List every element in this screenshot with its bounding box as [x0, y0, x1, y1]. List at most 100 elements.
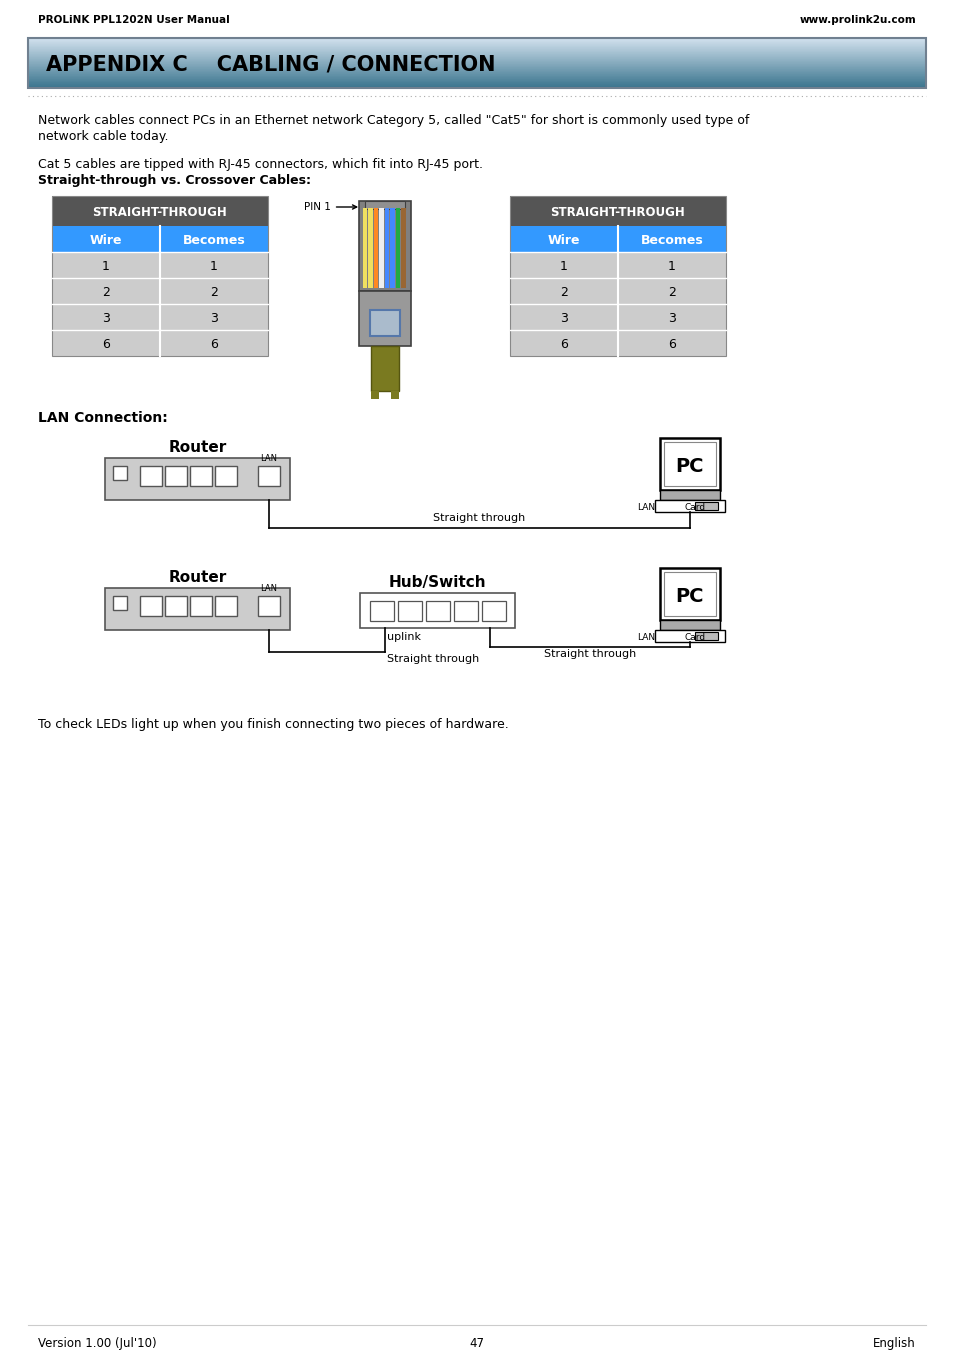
- Bar: [214, 466, 236, 486]
- Bar: [105, 588, 290, 630]
- Bar: [358, 290, 411, 346]
- Bar: [618, 226, 725, 253]
- Text: LAN: LAN: [637, 503, 655, 512]
- Bar: [52, 330, 160, 357]
- Bar: [214, 596, 236, 616]
- Bar: [112, 596, 127, 611]
- Bar: [385, 208, 389, 288]
- Bar: [695, 632, 718, 640]
- Bar: [655, 500, 724, 512]
- Text: APPENDIX C    CABLING / CONNECTION: APPENDIX C CABLING / CONNECTION: [46, 55, 495, 76]
- Bar: [659, 620, 720, 630]
- Text: PROLiNK PPL1202N User Manual: PROLiNK PPL1202N User Manual: [38, 15, 230, 26]
- Text: Straight through: Straight through: [433, 513, 525, 523]
- Text: PIN 1: PIN 1: [304, 203, 356, 212]
- Text: 3: 3: [559, 312, 567, 324]
- Text: 3: 3: [667, 312, 676, 324]
- Bar: [397, 601, 421, 621]
- Bar: [52, 304, 160, 330]
- Bar: [510, 196, 725, 357]
- Bar: [426, 601, 450, 621]
- Bar: [618, 253, 725, 278]
- Bar: [695, 503, 718, 509]
- Text: LAN Connection:: LAN Connection:: [38, 411, 168, 426]
- Text: Hub/Switch: Hub/Switch: [388, 576, 486, 590]
- Bar: [510, 278, 618, 304]
- Text: Card: Card: [684, 503, 705, 512]
- Text: 6: 6: [559, 338, 567, 350]
- Text: Becomes: Becomes: [182, 234, 245, 246]
- Bar: [371, 390, 378, 399]
- Text: 47: 47: [469, 1337, 484, 1350]
- Bar: [370, 601, 394, 621]
- Text: 6: 6: [210, 338, 217, 350]
- Text: STRAIGHT-THROUGH: STRAIGHT-THROUGH: [550, 205, 684, 219]
- Bar: [371, 346, 398, 390]
- Text: Router: Router: [168, 440, 227, 455]
- Bar: [510, 330, 618, 357]
- Bar: [395, 208, 400, 288]
- Bar: [257, 596, 280, 616]
- Bar: [52, 196, 268, 357]
- Bar: [160, 330, 268, 357]
- Text: network cable today.: network cable today.: [38, 130, 169, 143]
- Bar: [165, 596, 187, 616]
- Bar: [391, 390, 398, 399]
- Text: To check LEDs light up when you finish connecting two pieces of hardware.: To check LEDs light up when you finish c…: [38, 717, 508, 731]
- Text: 1: 1: [667, 259, 676, 273]
- Bar: [363, 208, 367, 288]
- Bar: [481, 601, 505, 621]
- Text: LAN: LAN: [637, 632, 655, 642]
- Bar: [365, 201, 405, 209]
- Bar: [663, 442, 716, 486]
- Bar: [52, 253, 160, 278]
- Bar: [160, 278, 268, 304]
- Bar: [190, 596, 212, 616]
- Text: uplink: uplink: [387, 632, 420, 642]
- Bar: [112, 466, 127, 480]
- Text: 2: 2: [210, 285, 217, 299]
- Bar: [52, 226, 160, 253]
- Bar: [663, 571, 716, 616]
- Bar: [190, 466, 212, 486]
- Text: 1: 1: [102, 259, 110, 273]
- Bar: [510, 253, 618, 278]
- Text: Straight through: Straight through: [387, 654, 478, 663]
- Bar: [358, 201, 411, 290]
- Bar: [659, 438, 720, 490]
- Text: Card: Card: [684, 632, 705, 642]
- Text: Becomes: Becomes: [640, 234, 702, 246]
- Bar: [105, 458, 290, 500]
- Bar: [379, 208, 384, 288]
- Bar: [510, 196, 725, 226]
- Text: 6: 6: [667, 338, 676, 350]
- Text: Network cables connect PCs in an Ethernet network Category 5, called "Cat5" for : Network cables connect PCs in an Etherne…: [38, 113, 749, 127]
- Bar: [618, 330, 725, 357]
- Bar: [390, 208, 395, 288]
- Bar: [370, 309, 399, 335]
- Text: 2: 2: [559, 285, 567, 299]
- Text: LAN: LAN: [260, 454, 277, 463]
- Bar: [510, 226, 618, 253]
- Text: 6: 6: [102, 338, 110, 350]
- Text: 2: 2: [667, 285, 676, 299]
- Bar: [160, 304, 268, 330]
- Text: Cat 5 cables are tipped with RJ-45 connectors, which fit into RJ-45 port.: Cat 5 cables are tipped with RJ-45 conne…: [38, 158, 482, 172]
- Bar: [359, 593, 515, 628]
- Bar: [52, 278, 160, 304]
- Bar: [510, 304, 618, 330]
- Bar: [28, 38, 925, 88]
- Text: 1: 1: [559, 259, 567, 273]
- Bar: [401, 208, 406, 288]
- Text: English: English: [872, 1337, 915, 1350]
- Text: 1: 1: [210, 259, 217, 273]
- Text: LAN: LAN: [260, 584, 277, 593]
- Text: 3: 3: [210, 312, 217, 324]
- Text: Wire: Wire: [547, 234, 579, 246]
- Bar: [618, 304, 725, 330]
- Text: Router: Router: [168, 570, 227, 585]
- Bar: [659, 490, 720, 500]
- Bar: [140, 596, 162, 616]
- Bar: [160, 226, 268, 253]
- Bar: [160, 253, 268, 278]
